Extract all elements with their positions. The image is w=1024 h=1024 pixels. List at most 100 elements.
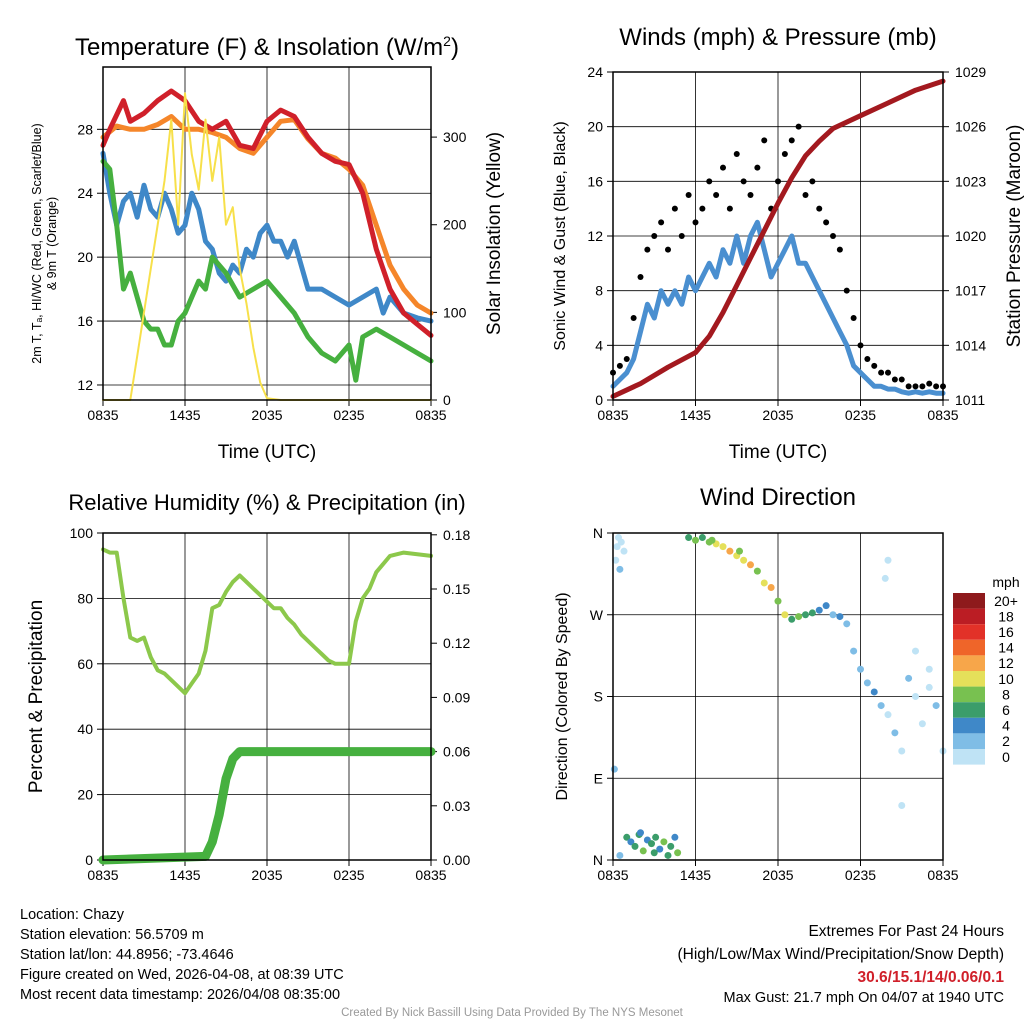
gust-point bbox=[912, 383, 919, 390]
x-tick-label: 2035 bbox=[251, 407, 282, 423]
gust-point bbox=[864, 356, 871, 362]
legend-swatch bbox=[953, 686, 985, 703]
gust-point bbox=[733, 151, 740, 157]
plot-frame bbox=[102, 66, 432, 401]
x-tick-label: 0835 bbox=[927, 407, 958, 423]
direction-point bbox=[822, 602, 830, 610]
y-axis-label-2: & 9m T (Orange) bbox=[45, 197, 59, 290]
direction-point bbox=[877, 702, 885, 710]
direction-point bbox=[795, 613, 803, 621]
gust-point bbox=[885, 369, 891, 376]
y-tick-label: 20 bbox=[77, 249, 93, 265]
gust-point bbox=[898, 376, 905, 383]
legend-swatch bbox=[953, 593, 985, 609]
direction-point bbox=[726, 547, 734, 555]
y-axis-label: Sonic Wind & Gust (Blue, Black) bbox=[552, 121, 569, 350]
gust-point bbox=[775, 178, 781, 185]
y-tick-label: 40 bbox=[77, 721, 93, 737]
y2-tick-label: 0.09 bbox=[443, 689, 470, 705]
direction-point bbox=[857, 665, 864, 673]
gust-point bbox=[671, 205, 678, 212]
legend-label: 18 bbox=[998, 608, 1014, 624]
direction-point bbox=[660, 838, 668, 846]
y2-tick-label: 1026 bbox=[955, 119, 986, 135]
direction-point bbox=[905, 674, 913, 682]
gust-point bbox=[761, 137, 768, 144]
direction-point bbox=[808, 609, 816, 617]
legend-swatch bbox=[953, 671, 985, 687]
gust-point bbox=[720, 164, 726, 171]
y-tick-label: 12 bbox=[587, 228, 603, 244]
series-line-2m-t bbox=[100, 88, 434, 338]
direction-point bbox=[881, 574, 889, 582]
y-tick-label: 0 bbox=[595, 392, 603, 408]
location-text: Location: Chazy bbox=[20, 907, 124, 923]
gust-point bbox=[788, 137, 795, 144]
gust-point bbox=[740, 178, 747, 185]
x-tick-label: 0235 bbox=[845, 867, 876, 883]
direction-point bbox=[627, 838, 635, 846]
y-tick-label: 4 bbox=[595, 337, 603, 353]
extremes-subtitle: (High/Low/Max Wind/Precipitation/Snow De… bbox=[677, 946, 1005, 963]
series-line-station-pressure bbox=[610, 78, 946, 399]
direction-point bbox=[631, 842, 639, 850]
legend-label: 2 bbox=[1002, 733, 1010, 749]
y2-tick-label: 0.18 bbox=[443, 527, 470, 543]
gust-point bbox=[802, 192, 809, 198]
y-tick-label: E bbox=[594, 770, 603, 786]
y-tick-label: 24 bbox=[587, 64, 603, 80]
direction-point bbox=[884, 556, 892, 564]
legend-label: 16 bbox=[998, 624, 1014, 640]
y-tick-label: 100 bbox=[70, 525, 94, 541]
gust-point bbox=[630, 315, 637, 321]
direction-point bbox=[617, 538, 625, 546]
gust-point bbox=[616, 362, 623, 369]
y-axis-label: Percent & Precipitation bbox=[26, 600, 47, 793]
y-tick-label: 16 bbox=[77, 313, 93, 329]
x-tick-label: 0235 bbox=[845, 407, 876, 423]
legend-label: 10 bbox=[998, 671, 1014, 687]
direction-point bbox=[650, 849, 658, 857]
direction-point bbox=[610, 765, 618, 773]
x-tick-label: 1435 bbox=[680, 867, 711, 883]
y-tick-label: N bbox=[593, 852, 603, 868]
y-tick-label: 24 bbox=[77, 185, 93, 201]
direction-point bbox=[698, 534, 706, 542]
direction-point bbox=[637, 829, 644, 837]
gust-point bbox=[857, 342, 864, 349]
direction-point bbox=[747, 561, 754, 569]
direction-point bbox=[623, 833, 631, 841]
gust-point bbox=[713, 192, 720, 198]
gust-point bbox=[809, 178, 816, 185]
chart-title: Relative Humidity (%) & Precipitation (i… bbox=[68, 490, 465, 515]
direction-point bbox=[815, 606, 823, 614]
extremes-info: Extremes For Past 24 Hours (High/Low/Max… bbox=[678, 920, 1005, 1008]
series-line-precipitation bbox=[98, 747, 436, 865]
gust-point bbox=[685, 192, 692, 198]
title-end: ) bbox=[451, 34, 459, 61]
y-tick-label: 8 bbox=[595, 283, 603, 299]
y-tick-label: 0 bbox=[85, 852, 93, 868]
gust-point bbox=[658, 219, 665, 226]
gust-point bbox=[905, 383, 912, 390]
direction-point bbox=[719, 543, 727, 551]
gust-point bbox=[878, 369, 885, 376]
gust-point bbox=[651, 233, 658, 239]
max-gust-text: Max Gust: 21.7 mph On 04/07 at 1940 UTC bbox=[723, 990, 1004, 1006]
direction-point bbox=[736, 547, 743, 555]
legend-label: 6 bbox=[1002, 702, 1010, 718]
x-axis-label: Time (UTC) bbox=[218, 442, 317, 463]
direction-point bbox=[620, 547, 628, 555]
direction-point bbox=[802, 611, 809, 619]
plot-frame bbox=[612, 71, 944, 401]
y2-tick-label: 1023 bbox=[955, 173, 986, 189]
y2-tick-label: 100 bbox=[443, 304, 467, 320]
y2-tick-label: 0 bbox=[443, 392, 451, 408]
direction-point bbox=[671, 833, 679, 841]
legend-label: 8 bbox=[1002, 686, 1010, 702]
legend-swatch bbox=[953, 733, 985, 749]
x-tick-label: 0835 bbox=[597, 407, 628, 423]
x-tick-label: 0235 bbox=[333, 407, 364, 423]
